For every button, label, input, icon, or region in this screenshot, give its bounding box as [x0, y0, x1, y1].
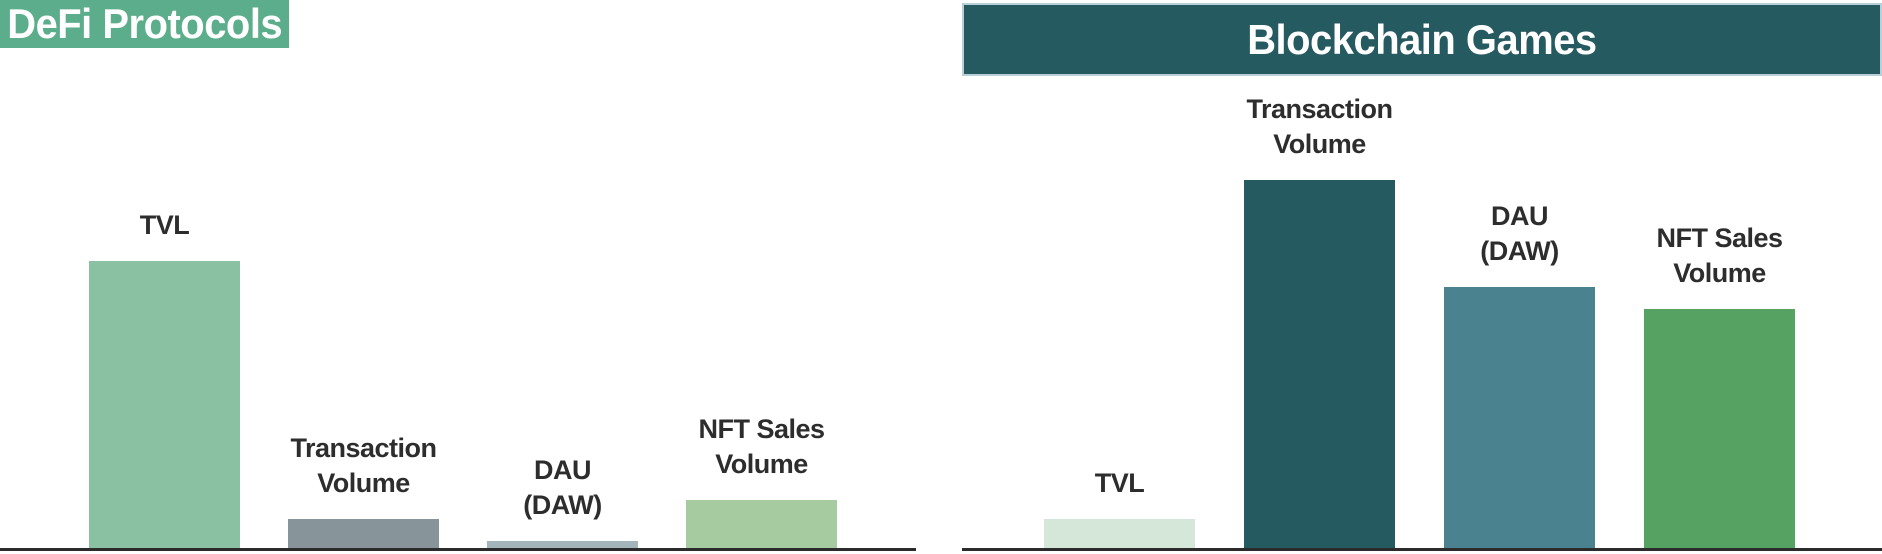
- bar-tvl: [89, 261, 240, 548]
- blockchain-games-title: Blockchain Games: [1247, 15, 1597, 63]
- bar-label-0: TVL: [1094, 467, 1145, 498]
- bar-dau-(daw): [487, 541, 638, 548]
- blockchain-games-chart: Blockchain Games TVL Transaction Volume DA…: [962, 0, 1882, 554]
- defi-protocols-title: DeFi Protocols: [7, 0, 283, 47]
- bar-label-2: DAU (DAW): [1480, 200, 1559, 266]
- bar-label-2: DAU (DAW): [523, 454, 602, 520]
- bar-label-3: NFT Sales Volume: [698, 413, 825, 479]
- bar-label-1: Transaction Volume: [290, 432, 437, 498]
- bar-nft-sales-volume: [1644, 309, 1795, 548]
- defi-protocols-plot-area: TVL Transaction Volume DAU (DAW) NFT Sales …: [0, 78, 916, 551]
- bar-transaction-volume: [1244, 180, 1395, 548]
- bar-label-0: TVL: [139, 209, 190, 240]
- blockchain-games-header: Blockchain Games: [962, 3, 1882, 76]
- blockchain-games-plot-area: TVL Transaction Volume DAU (DAW) NFT Sales …: [962, 78, 1882, 551]
- bar-label-1: Transaction Volume: [1246, 93, 1393, 159]
- bar-tvl: [1044, 519, 1195, 548]
- defi-protocols-chart: DeFi Protocols TVL Transaction Volume DAU …: [0, 0, 916, 554]
- defi-protocols-header: DeFi Protocols: [0, 0, 290, 48]
- bar-transaction-volume: [288, 519, 439, 548]
- bar-dau-(daw): [1444, 287, 1595, 548]
- bar-label-3: NFT Sales Volume: [1656, 222, 1783, 288]
- bar-nft-sales-volume: [686, 500, 837, 548]
